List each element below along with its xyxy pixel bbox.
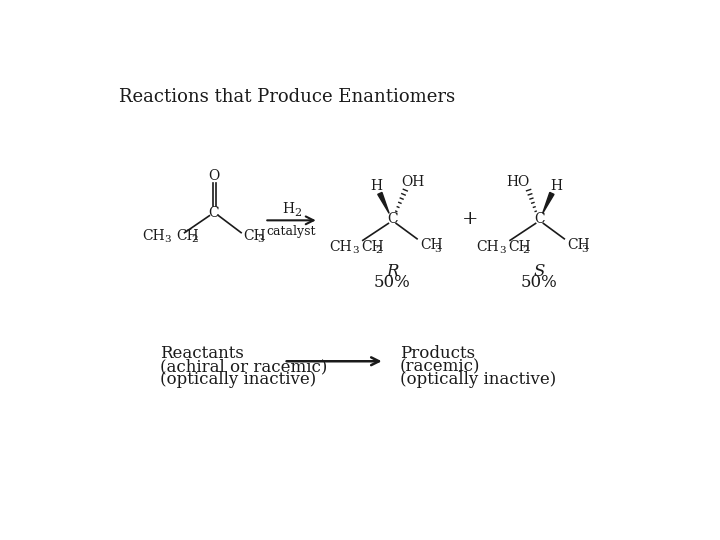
Text: 2: 2 <box>294 208 302 218</box>
Text: Reactants: Reactants <box>160 345 243 362</box>
Text: Reactions that Produce Enantiomers: Reactions that Produce Enantiomers <box>120 88 456 106</box>
Polygon shape <box>378 192 389 213</box>
Text: CH: CH <box>477 240 499 253</box>
Text: 3: 3 <box>164 235 171 244</box>
Text: 2: 2 <box>523 246 529 255</box>
Text: (optically inactive): (optically inactive) <box>400 371 557 388</box>
Text: 3: 3 <box>499 246 506 255</box>
Text: 50%: 50% <box>374 274 410 291</box>
Text: CH: CH <box>567 238 590 252</box>
Text: C: C <box>534 212 545 226</box>
Text: 3: 3 <box>581 245 588 254</box>
Text: CH: CH <box>420 238 443 252</box>
Text: C: C <box>209 206 220 220</box>
Text: O: O <box>208 168 220 183</box>
Polygon shape <box>543 192 554 213</box>
Text: OH: OH <box>401 175 424 189</box>
Text: (achiral or racemic): (achiral or racemic) <box>160 358 327 375</box>
Text: (racemic): (racemic) <box>400 358 480 375</box>
Text: 50%: 50% <box>521 274 558 291</box>
Text: 2: 2 <box>192 235 198 244</box>
Text: +: + <box>462 210 478 228</box>
Text: H: H <box>551 179 562 193</box>
Text: 2: 2 <box>375 246 382 255</box>
Text: CH: CH <box>176 229 199 243</box>
Text: 3: 3 <box>258 235 264 244</box>
Text: HO: HO <box>506 175 529 189</box>
Text: 3: 3 <box>352 246 359 255</box>
Text: CH: CH <box>329 240 352 253</box>
Text: H: H <box>282 202 294 216</box>
Text: CH: CH <box>243 229 266 243</box>
Text: S: S <box>534 262 545 280</box>
Text: 3: 3 <box>434 245 441 254</box>
Text: (optically inactive): (optically inactive) <box>160 371 316 388</box>
Text: CH: CH <box>142 229 164 243</box>
Text: R: R <box>386 262 398 280</box>
Text: catalyst: catalyst <box>266 225 316 238</box>
Text: Products: Products <box>400 345 475 362</box>
Text: CH: CH <box>361 240 384 253</box>
Text: H: H <box>371 179 383 193</box>
Text: C: C <box>387 212 397 226</box>
Text: CH: CH <box>508 240 531 253</box>
